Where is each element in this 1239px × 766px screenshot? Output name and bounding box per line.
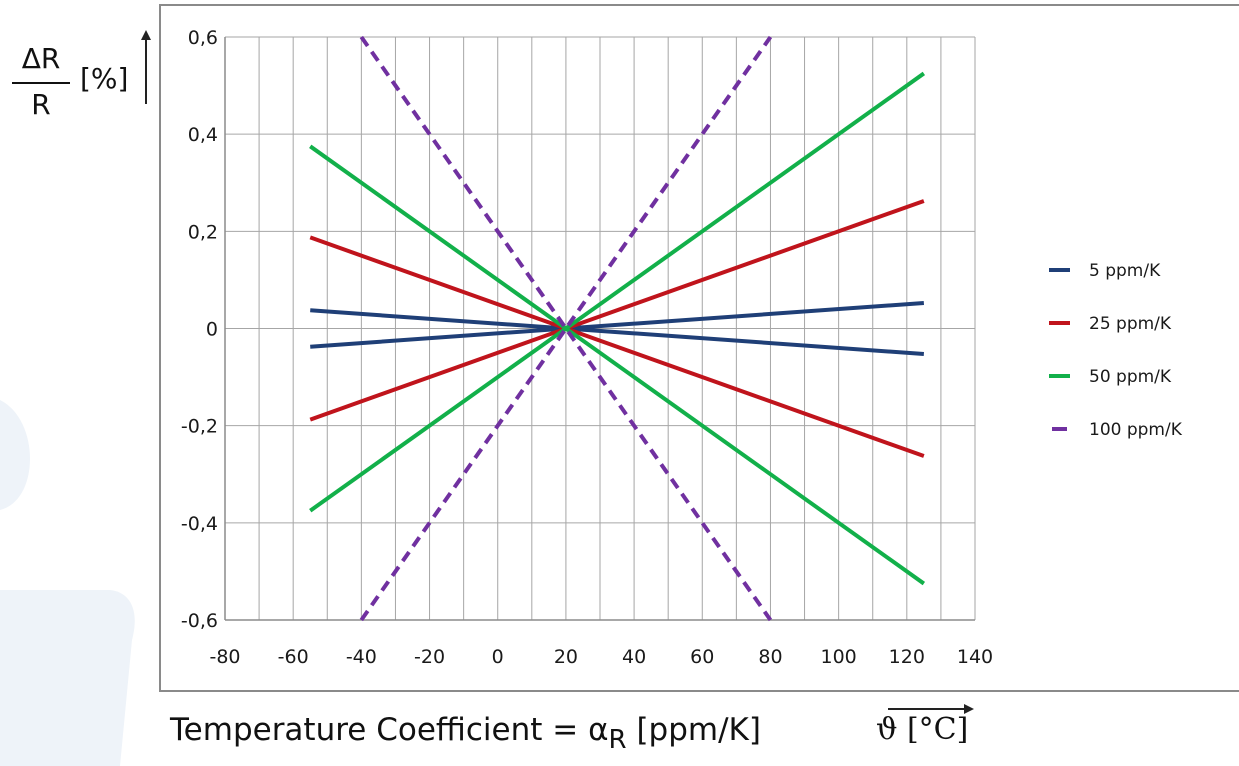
y-tick-label: -0,2 (181, 416, 218, 438)
x-tick-label: 80 (758, 646, 782, 668)
x-tick-label: 120 (889, 646, 925, 668)
x-axis-label: Temperature Coefficient = αR [ppm/K] (170, 712, 761, 755)
y-axis-arrow-icon (141, 30, 151, 104)
legend-label: 50 ppm/K (1089, 367, 1172, 387)
y-tick-label: 0 (206, 319, 218, 341)
legend-label: 100 ppm/K (1089, 420, 1183, 440)
series-line-50-ppm-k (309, 71, 926, 513)
chart-frame (159, 4, 1239, 692)
legend-label: 25 ppm/K (1089, 314, 1172, 334)
x-axis-label-text: Temperature Coefficient = α (170, 712, 609, 748)
x-axis-label-unit: [ppm/K] (626, 712, 761, 748)
x-axis-label-subscript: R (608, 725, 627, 755)
x-tick-label: -20 (414, 646, 445, 668)
chart-grid (224, 36, 976, 621)
y-tick-label: -0,4 (181, 513, 218, 535)
x-axis-arrow-icon (888, 704, 974, 714)
x-tick-labels: -80 -60 -40 -20 0 20 40 60 80 100 120 140 (209, 646, 993, 668)
x-tick-label: 140 (957, 646, 993, 668)
x-tick-label: 0 (492, 646, 504, 668)
x-tick-label: -80 (209, 646, 240, 668)
y-tick-label: 0,6 (188, 27, 218, 49)
x-tick-label: 100 (821, 646, 857, 668)
legend: 5 ppm/K 25 ppm/K 50 ppm/K 100 ppm/K (1049, 261, 1183, 440)
y-axis-label-denominator: R (31, 88, 51, 121)
x-tick-label: -60 (278, 646, 309, 668)
series-line-100-ppm-k (359, 35, 773, 622)
series-line-100-ppm-k (359, 35, 773, 622)
x-tick-label: 60 (690, 646, 714, 668)
y-tick-label: -0,6 (181, 610, 218, 632)
y-axis-label-numerator: ΔR (21, 42, 61, 75)
x-tick-label: 40 (622, 646, 646, 668)
y-axis-unit: [%] (80, 62, 129, 95)
x-axis-unit: ϑ [°C] (876, 712, 969, 747)
y-tick-label: 0,4 (188, 124, 218, 146)
legend-label: 5 ppm/K (1089, 261, 1161, 281)
x-tick-label: 20 (554, 646, 578, 668)
x-tick-label: -40 (346, 646, 377, 668)
y-axis-fraction-bar (12, 82, 70, 84)
chart-series (309, 35, 926, 622)
y-tick-label: 0,2 (188, 221, 218, 243)
y-tick-labels: 0,6 0,4 0,2 0 -0,2 -0,4 -0,6 (181, 27, 218, 632)
series-line-50-ppm-k (309, 144, 926, 586)
